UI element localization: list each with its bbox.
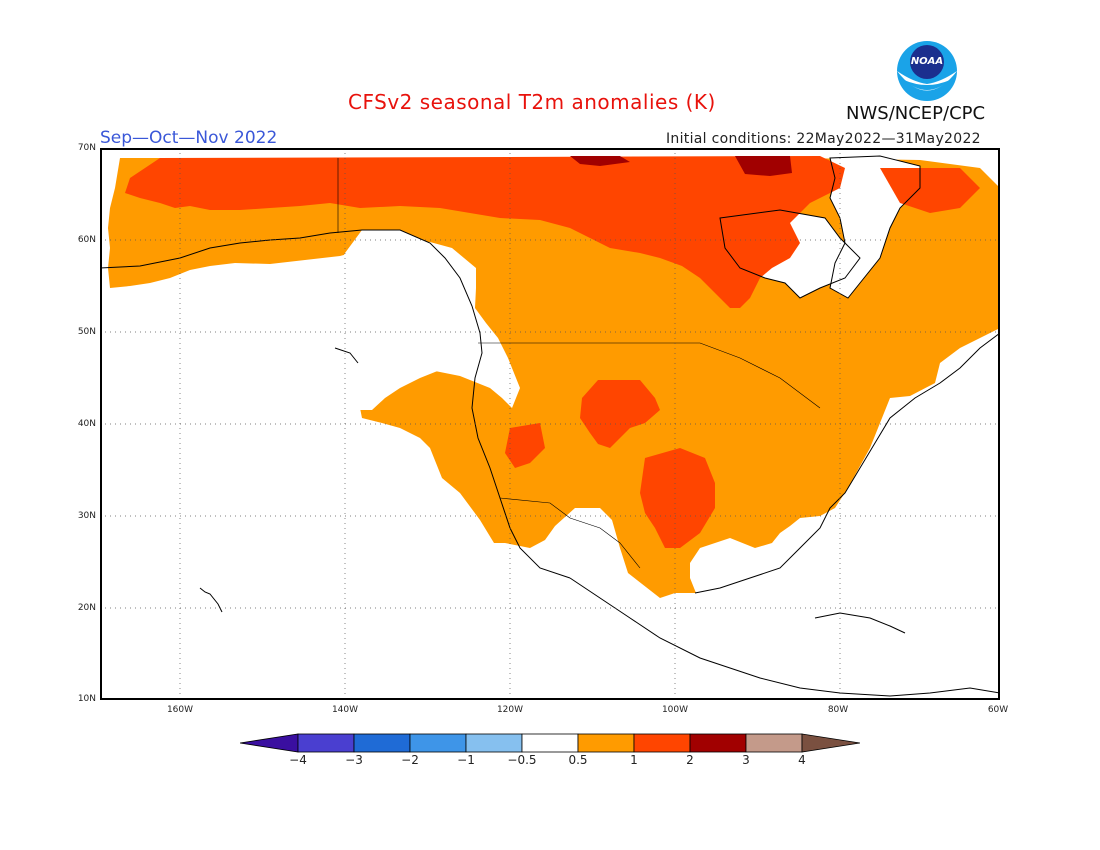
colorbar-cell [577, 733, 635, 753]
colorbar-tick-label: −4 [289, 753, 307, 767]
colorbar-cell [689, 733, 747, 753]
colorbar-cell [521, 733, 579, 753]
colorbar-tick-label: 1 [630, 753, 638, 767]
colorbar-tick-label: 0.5 [568, 753, 588, 767]
colorbar-cell [353, 733, 411, 753]
chart-title: CFSv2 seasonal T2m anomalies (K) [348, 90, 716, 114]
lat-label-50n: 50N [77, 327, 96, 337]
colorbar-cell-below-min [240, 733, 299, 753]
colorbar-tick-label: −3 [345, 753, 363, 767]
west-coast-white [328, 230, 480, 410]
colorbar-cell [297, 733, 355, 753]
lat-label-40n: 40N [77, 419, 96, 429]
lat-label-30n: 30N [77, 511, 96, 521]
colorbar-tick-label: −2 [401, 753, 419, 767]
anomaly-map [100, 148, 1000, 700]
colorbar-cell [465, 733, 523, 753]
initial-conditions-label: Initial conditions: 22May2022—31May2022 [666, 131, 981, 147]
noaa-logo [897, 41, 957, 101]
lat-label-60n: 60N [77, 235, 96, 245]
colorbar-cell [745, 733, 803, 753]
map-frame [100, 148, 1000, 700]
anomaly-region-1-2-central [580, 380, 660, 448]
anomaly-region-1-2-southcentral [640, 448, 715, 548]
colorbar-tick-label: 2 [686, 753, 694, 767]
colorbar-tick-label: −1 [457, 753, 475, 767]
anomaly-region-1-2-southwest [505, 423, 545, 468]
colorbar-cell-above-max [801, 733, 860, 753]
colorbar-cell [633, 733, 691, 753]
lat-label-10n: 10N [77, 694, 96, 704]
colorbar-tick-label: 4 [798, 753, 806, 767]
political-borders [337, 158, 821, 569]
graticule [100, 148, 1000, 700]
colorbar-tick-label: −0.5 [507, 753, 537, 767]
anomaly-region-1-2-north [125, 156, 845, 308]
agency-label: NWS/NCEP/CPC [846, 103, 986, 124]
coastlines [100, 155, 1000, 697]
lat-label-20n: 20N [77, 603, 96, 613]
noaa-logo-text: NOAA [910, 56, 944, 67]
lon-label-80w: 80W [827, 705, 849, 715]
colorbar-cell [409, 733, 467, 753]
lon-label-160w: 160W [166, 705, 194, 715]
lon-label-120w: 120W [496, 705, 524, 715]
lon-label-100w: 100W [661, 705, 689, 715]
anomaly-region-2-3 [570, 156, 792, 176]
colorbar [240, 733, 860, 753]
season-label: Sep—Oct—Nov 2022 [100, 128, 278, 148]
lat-label-70n: 70N [77, 143, 96, 153]
lon-label-140w: 140W [331, 705, 359, 715]
colorbar-tick-label: 3 [742, 753, 750, 767]
anomaly-region-1-2-greenland [880, 168, 980, 213]
lon-label-60w: 60W [987, 705, 1009, 715]
